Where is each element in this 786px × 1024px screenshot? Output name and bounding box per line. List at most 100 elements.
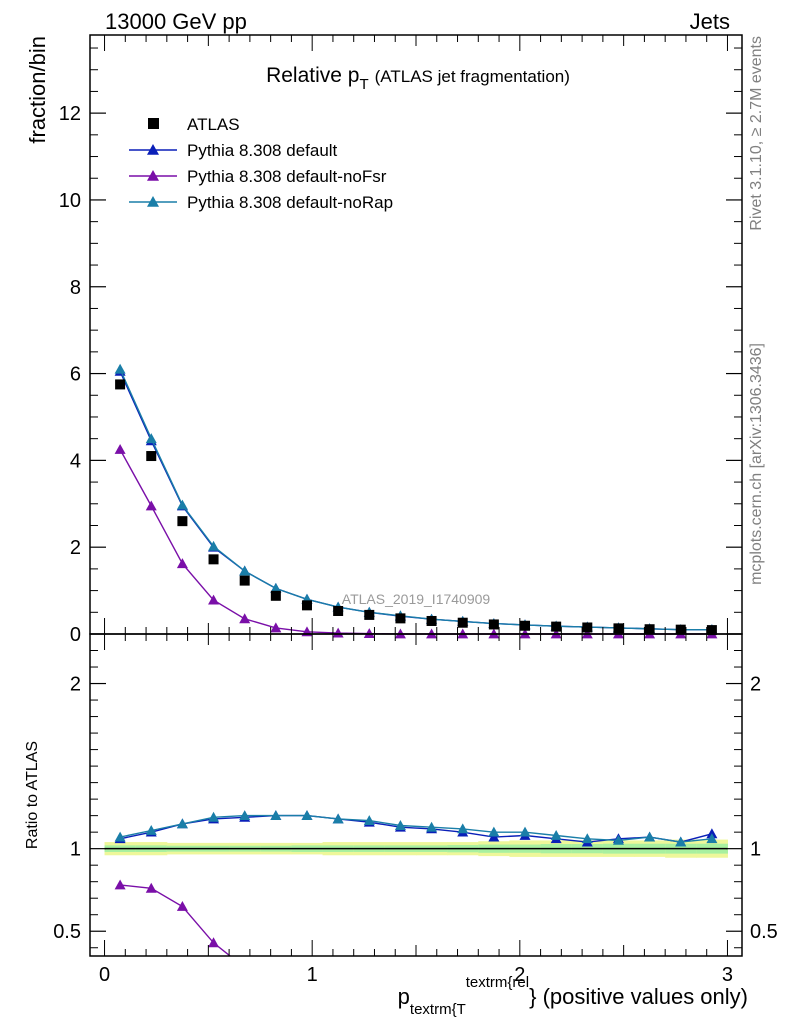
legend-marker-noRap (147, 196, 159, 207)
header-left: 13000 GeV pp (105, 9, 247, 34)
point-noFsr (239, 613, 251, 624)
legend-label-noRap: Pythia 8.308 default-noRap (187, 193, 393, 212)
point-noRap (176, 499, 188, 510)
point-atlas (706, 625, 717, 636)
watermark: ATLAS_2019_I1740909 (342, 591, 491, 607)
header-right: Jets (690, 9, 730, 34)
ratio-point-noRap (488, 826, 500, 837)
legend-label-default: Pythia 8.308 default (187, 141, 338, 160)
point-atlas (239, 575, 250, 586)
ratio-point-default (706, 828, 718, 839)
ratio-point-noFsr (208, 937, 220, 948)
point-atlas (395, 613, 406, 624)
ratio-point-noRap (394, 820, 406, 830)
ratio-point-noRap (363, 815, 375, 825)
ratio-point-noRap (332, 813, 344, 824)
point-noRap (114, 363, 126, 374)
ratio-point-noRap (675, 836, 687, 847)
ratio-point-noRap (176, 818, 188, 829)
point-noFsr (208, 594, 220, 605)
legend-marker-atlas (148, 118, 159, 129)
point-noRap (208, 540, 220, 551)
x-tick-label: 1 (307, 964, 318, 986)
point-noFsr (176, 558, 188, 569)
x-tick-label: 0 (99, 964, 110, 986)
point-atlas (208, 554, 219, 565)
point-atlas (364, 609, 375, 620)
point-noRap (270, 582, 282, 593)
y-tick-label: 8 (70, 277, 81, 299)
ratio-point-noRap (550, 829, 562, 840)
xlabel-sup: textrm{rel (466, 974, 529, 991)
ratio-ylabel: Ratio to ATLAS (24, 741, 41, 849)
ratio-y-tick-label-right: 0.5 (750, 921, 778, 943)
ratio-point-noRap (208, 811, 220, 822)
ratio-point-noRap (644, 831, 656, 842)
ratio-point-noFsr (114, 879, 126, 890)
ratio-plot-content (104, 810, 728, 956)
point-noRap (239, 565, 251, 576)
xlabel-post: } (positive values only) (529, 984, 748, 1009)
side-label-bottom: mcplots.cern.ch [arXiv:1306.3436] (748, 343, 765, 585)
ratio-point-noRap (239, 810, 251, 821)
ratio-point-noRap (114, 831, 126, 842)
ratio-point-noRap (301, 810, 313, 821)
y-tick-label: 4 (70, 450, 81, 472)
point-atlas (488, 619, 499, 630)
x-tick-label: 2 (514, 964, 525, 986)
ratio-point-noRap (706, 833, 718, 844)
ratio-point-noRap (457, 823, 469, 834)
point-atlas (333, 605, 344, 616)
ratio-point-noFsr (176, 900, 188, 911)
legend: ATLAS Pythia 8.308 default Pythia 8.308 de… (129, 115, 393, 212)
legend-marker-noFsr (147, 170, 159, 181)
point-noRap (145, 433, 157, 444)
point-atlas (520, 620, 531, 631)
point-noFsr (270, 622, 282, 633)
title-sub: T (359, 76, 368, 93)
side-label-top: Rivet 3.1.10, ≥ 2.7M events (748, 36, 765, 231)
main-plot: 0 2 4 6 8 10 12 (59, 34, 743, 646)
point-atlas (146, 451, 157, 462)
point-atlas (582, 622, 593, 633)
point-atlas (457, 617, 468, 628)
point-atlas (301, 600, 312, 611)
ratio-y-tick-label-right: 1 (750, 839, 761, 861)
y-tick-label: 2 (70, 537, 81, 559)
x-axis-label: ptextrm{Ttextrm{rel} (positive values on… (398, 974, 748, 1018)
point-atlas (177, 516, 188, 527)
point-noFsr (332, 627, 344, 638)
ratio-point-noRap (519, 826, 531, 837)
ratio-plot-frame (89, 633, 743, 957)
point-noFsr (363, 628, 375, 638)
ratio-plot: 0.5 0.5 1 1 2 2 0 1 2 3 (53, 633, 778, 986)
ratio-point-noRap (270, 810, 282, 821)
ratio-point-noRap (426, 821, 438, 832)
main-title: Relative pT (ATLAS jet fragmentation) (266, 64, 570, 93)
ratio-point-noRap (581, 833, 593, 844)
point-atlas (644, 624, 655, 635)
ratio-line-default (119, 814, 713, 843)
title-main: Relative p (266, 64, 359, 87)
point-atlas (270, 590, 281, 601)
point-atlas (115, 379, 126, 390)
y-tick-label: 10 (59, 190, 81, 212)
point-atlas (426, 615, 437, 626)
ratio-y-tick-label-right: 2 (750, 674, 761, 696)
point-atlas (675, 624, 686, 635)
x-tick-label: 3 (722, 964, 733, 986)
ratio-line-noRap (119, 814, 712, 843)
ratio-y-tick-label-left: 2 (70, 674, 81, 696)
legend-marker-default (147, 144, 159, 155)
point-atlas (551, 621, 562, 632)
title-rest: (ATLAS jet fragmentation) (375, 67, 570, 86)
y-tick-label: 6 (70, 364, 81, 386)
xlabel-pre: p (398, 984, 410, 1009)
y-tick-label: 0 (70, 624, 81, 646)
point-atlas (613, 623, 624, 634)
ratio-point-noRap (145, 825, 157, 835)
point-noFsr (145, 500, 157, 511)
legend-label-noFsr: Pythia 8.308 default-noFsr (187, 167, 387, 186)
legend-label-atlas: ATLAS (187, 115, 240, 134)
